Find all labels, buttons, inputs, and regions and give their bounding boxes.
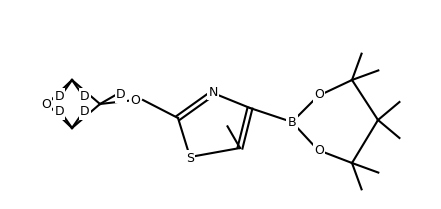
Text: O: O [130, 93, 140, 107]
Text: D: D [55, 106, 64, 119]
Text: O: O [314, 144, 324, 158]
Text: D: D [80, 106, 90, 119]
Text: O: O [314, 88, 324, 102]
Text: D: D [55, 89, 64, 103]
Text: N: N [208, 85, 218, 98]
Text: D: D [116, 88, 126, 102]
Text: S: S [186, 152, 194, 164]
Text: O: O [41, 98, 51, 111]
Text: D: D [80, 89, 90, 103]
Text: B: B [288, 116, 296, 129]
